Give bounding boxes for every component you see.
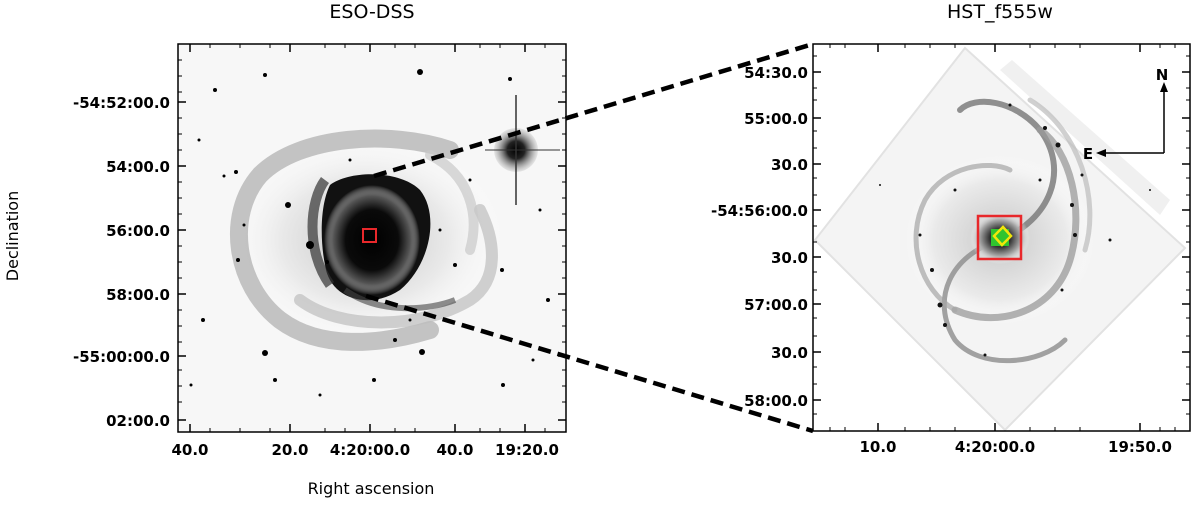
hst-knots xyxy=(879,103,1151,357)
left-xtick-label: 4:20:00.0 xyxy=(330,441,410,459)
left-minor-ticks xyxy=(178,44,566,432)
galaxy-outer-arm xyxy=(230,129,459,351)
left-xtick-label: 20.0 xyxy=(271,441,308,459)
compass-north-label: N xyxy=(1156,66,1169,84)
left-ytick-label: 58:00.0 xyxy=(106,286,170,304)
right-ytick-label: 30.0 xyxy=(771,249,808,267)
left-xlabel: Right ascension xyxy=(308,479,435,498)
right-ytick-label: 58:00.0 xyxy=(744,392,808,410)
left-axes-frame xyxy=(177,43,567,433)
right-red-box xyxy=(976,214,1023,261)
right-major-ticks xyxy=(813,44,1190,431)
left-xtick-label: 19:20.0 xyxy=(495,441,559,459)
left-major-ticks xyxy=(178,44,566,432)
zoom-line-bottom xyxy=(365,293,814,434)
right-panel-title: HST_f555w xyxy=(947,1,1053,23)
right-ytick-label: 30.0 xyxy=(771,156,808,174)
left-ylabel: Declination xyxy=(3,191,22,281)
compass-east-label: E xyxy=(1083,145,1093,163)
yellow-marker xyxy=(992,225,1013,247)
dss-image xyxy=(178,44,566,432)
galaxy-core xyxy=(324,185,420,295)
left-panel: ESO-DSS xyxy=(3,1,567,498)
left-xtick-label: 40.0 xyxy=(171,441,208,459)
right-ytick-label: -54:56:00.0 xyxy=(711,202,808,220)
left-panel-title: ESO-DSS xyxy=(329,1,414,23)
right-minor-ticks xyxy=(813,44,1190,431)
right-xtick-label: 19:50.0 xyxy=(1108,438,1172,456)
left-ytick-label: 02:00.0 xyxy=(106,412,170,430)
right-ytick-label: 55:00.0 xyxy=(744,110,808,128)
left-red-box xyxy=(362,228,377,243)
left-ytick-label: -54:52:00.0 xyxy=(73,94,170,112)
right-panel: HST_f555w xyxy=(711,1,1191,456)
right-xtick-label: 10.0 xyxy=(859,438,896,456)
hst-image xyxy=(813,44,1190,431)
compass: N E xyxy=(1083,66,1168,163)
field-stars xyxy=(189,69,550,397)
left-ytick-label: 54:00.0 xyxy=(106,158,170,176)
right-axes-frame xyxy=(812,43,1191,432)
right-xtick-label: 4:20:00.0 xyxy=(955,438,1035,456)
zoom-lines xyxy=(365,41,814,434)
left-ytick-label: 56:00.0 xyxy=(106,222,170,240)
left-xtick-label: 40.0 xyxy=(436,441,473,459)
right-ytick-label: 57:00.0 xyxy=(744,296,808,314)
zoom-line-top xyxy=(373,41,814,179)
left-ytick-label: -55:00:00.0 xyxy=(73,348,170,366)
right-ytick-label: 54:30.0 xyxy=(744,64,808,82)
right-ytick-label: 30.0 xyxy=(771,344,808,362)
